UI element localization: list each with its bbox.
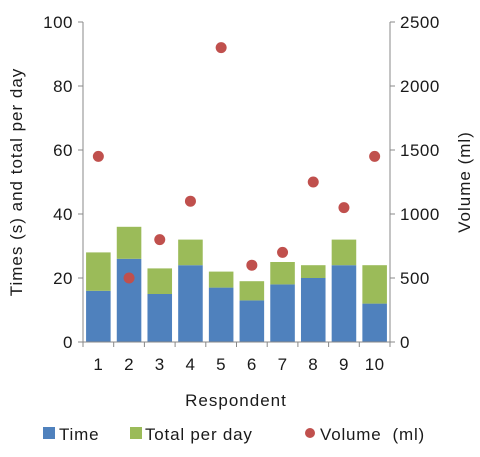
x-tick-label: 3 bbox=[155, 355, 165, 374]
legend-label-total-per-day: Total per day bbox=[145, 425, 253, 444]
legend-marker-volume bbox=[305, 428, 315, 438]
bar-total-per-day-3 bbox=[147, 268, 173, 294]
y2-tick-label: 1000 bbox=[400, 205, 440, 224]
point-volume-8 bbox=[307, 176, 319, 188]
bar-time-9 bbox=[331, 265, 357, 342]
bar-time-4 bbox=[178, 265, 203, 342]
bar-total-per-day-8 bbox=[300, 265, 326, 278]
y-axis-title: Times (s) and total per day bbox=[7, 68, 26, 297]
point-volume-4 bbox=[184, 195, 196, 207]
bar-total-per-day-9 bbox=[331, 239, 357, 266]
bar-time-3 bbox=[147, 294, 173, 342]
x-axis-title: Respondent bbox=[185, 391, 287, 410]
y2-tick-label: 2000 bbox=[400, 77, 440, 96]
x-tick-label: 8 bbox=[308, 355, 318, 374]
bar-time-6 bbox=[239, 300, 265, 342]
bar-time-7 bbox=[270, 284, 295, 342]
legend-label-time: Time bbox=[59, 425, 99, 444]
legend-swatch-time bbox=[43, 427, 55, 439]
y-tick-label: 60 bbox=[53, 141, 73, 160]
point-volume-9 bbox=[338, 202, 350, 214]
x-tick-label: 5 bbox=[216, 355, 226, 374]
y-tick-label: 100 bbox=[43, 13, 73, 32]
point-volume-6 bbox=[246, 259, 258, 271]
point-volume-5 bbox=[215, 42, 227, 54]
legend-swatch-total-per-day bbox=[130, 427, 142, 439]
point-volume-3 bbox=[154, 234, 166, 246]
x-tick-label: 10 bbox=[365, 355, 385, 374]
y-tick-label: 0 bbox=[63, 333, 73, 352]
point-volume-1 bbox=[92, 150, 104, 162]
point-volume-10 bbox=[369, 150, 381, 162]
bar-total-per-day-6 bbox=[239, 281, 265, 301]
right-axis-ticks: 0 500 1000 1500 2000 2500 bbox=[390, 13, 440, 352]
point-volume-2 bbox=[123, 272, 135, 284]
x-axis-ticks: 1 2 3 4 5 6 7 8 9 10 bbox=[82, 342, 391, 374]
x-tick-label: 7 bbox=[278, 355, 288, 374]
legend: Time Total per day Volume (ml) bbox=[43, 425, 425, 444]
plot-area bbox=[86, 42, 387, 342]
y2-tick-label: 2500 bbox=[400, 13, 440, 32]
y-tick-label: 40 bbox=[53, 205, 73, 224]
x-tick-label: 2 bbox=[124, 355, 134, 374]
bar-time-8 bbox=[300, 278, 326, 342]
bar-total-per-day-4 bbox=[178, 239, 203, 266]
bar-total-per-day-10 bbox=[362, 265, 387, 304]
bar-total-per-day-1 bbox=[86, 252, 111, 291]
point-volume-7 bbox=[277, 246, 289, 258]
x-tick-label: 9 bbox=[339, 355, 349, 374]
x-tick-label: 6 bbox=[247, 355, 257, 374]
y-tick-label: 80 bbox=[53, 77, 73, 96]
left-axis-ticks: 0 20 40 60 80 100 bbox=[43, 13, 83, 352]
bar-total-per-day-2 bbox=[116, 226, 142, 259]
x-tick-label: 1 bbox=[93, 355, 103, 374]
x-tick-label: 4 bbox=[185, 355, 195, 374]
legend-label-volume: Volume (ml) bbox=[320, 425, 425, 444]
y-tick-label: 20 bbox=[53, 269, 73, 288]
bar-time-10 bbox=[362, 303, 387, 342]
bar-time-1 bbox=[86, 290, 111, 342]
bar-total-per-day-5 bbox=[208, 271, 234, 288]
y2-tick-label: 0 bbox=[400, 333, 410, 352]
bar-time-5 bbox=[208, 287, 234, 342]
y2-tick-label: 1500 bbox=[400, 141, 440, 160]
y2-axis-title: Volume (ml) bbox=[455, 131, 474, 233]
bar-total-per-day-7 bbox=[270, 262, 295, 285]
bar-time-2 bbox=[116, 258, 142, 342]
y2-tick-label: 500 bbox=[400, 269, 430, 288]
